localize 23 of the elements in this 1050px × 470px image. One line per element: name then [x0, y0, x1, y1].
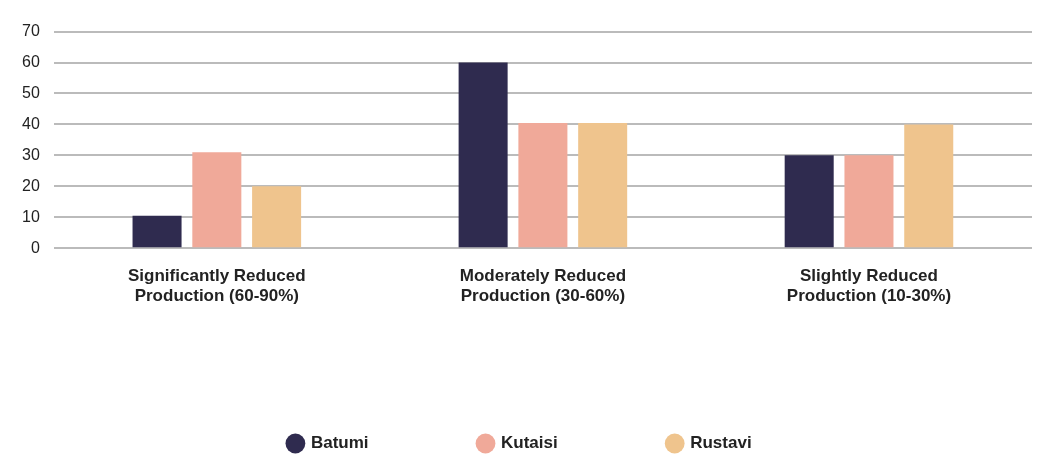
- y-tick-label: 40: [22, 114, 40, 132]
- y-tick-label: 10: [22, 207, 40, 225]
- bar: [132, 215, 182, 248]
- bar: [252, 186, 302, 248]
- bar: [784, 155, 834, 248]
- y-tick-label: 30: [22, 145, 40, 163]
- x-tick-label: Significantly Reduced Production (60-90%): [128, 266, 306, 306]
- bar: [578, 122, 628, 248]
- x-tick-label: Slightly Reduced Production (10-30%): [786, 266, 952, 306]
- bar: [518, 122, 568, 248]
- x-tick-label: Moderately Reduced Production (30-60%): [459, 266, 627, 306]
- y-tick-label: 70: [22, 22, 40, 40]
- y-tick-label: 20: [22, 176, 40, 194]
- y-tick-label: 0: [30, 238, 40, 256]
- y-tick-label: 60: [22, 52, 40, 70]
- legend-label: Batumi: [310, 433, 369, 453]
- bar: [458, 62, 508, 248]
- bar: [904, 124, 954, 248]
- y-tick-label: 50: [22, 83, 40, 101]
- bar: [192, 152, 242, 248]
- bar: [844, 155, 894, 248]
- legend-label: Rustavi: [690, 433, 752, 453]
- legend-label: Kutaisi: [501, 433, 558, 453]
